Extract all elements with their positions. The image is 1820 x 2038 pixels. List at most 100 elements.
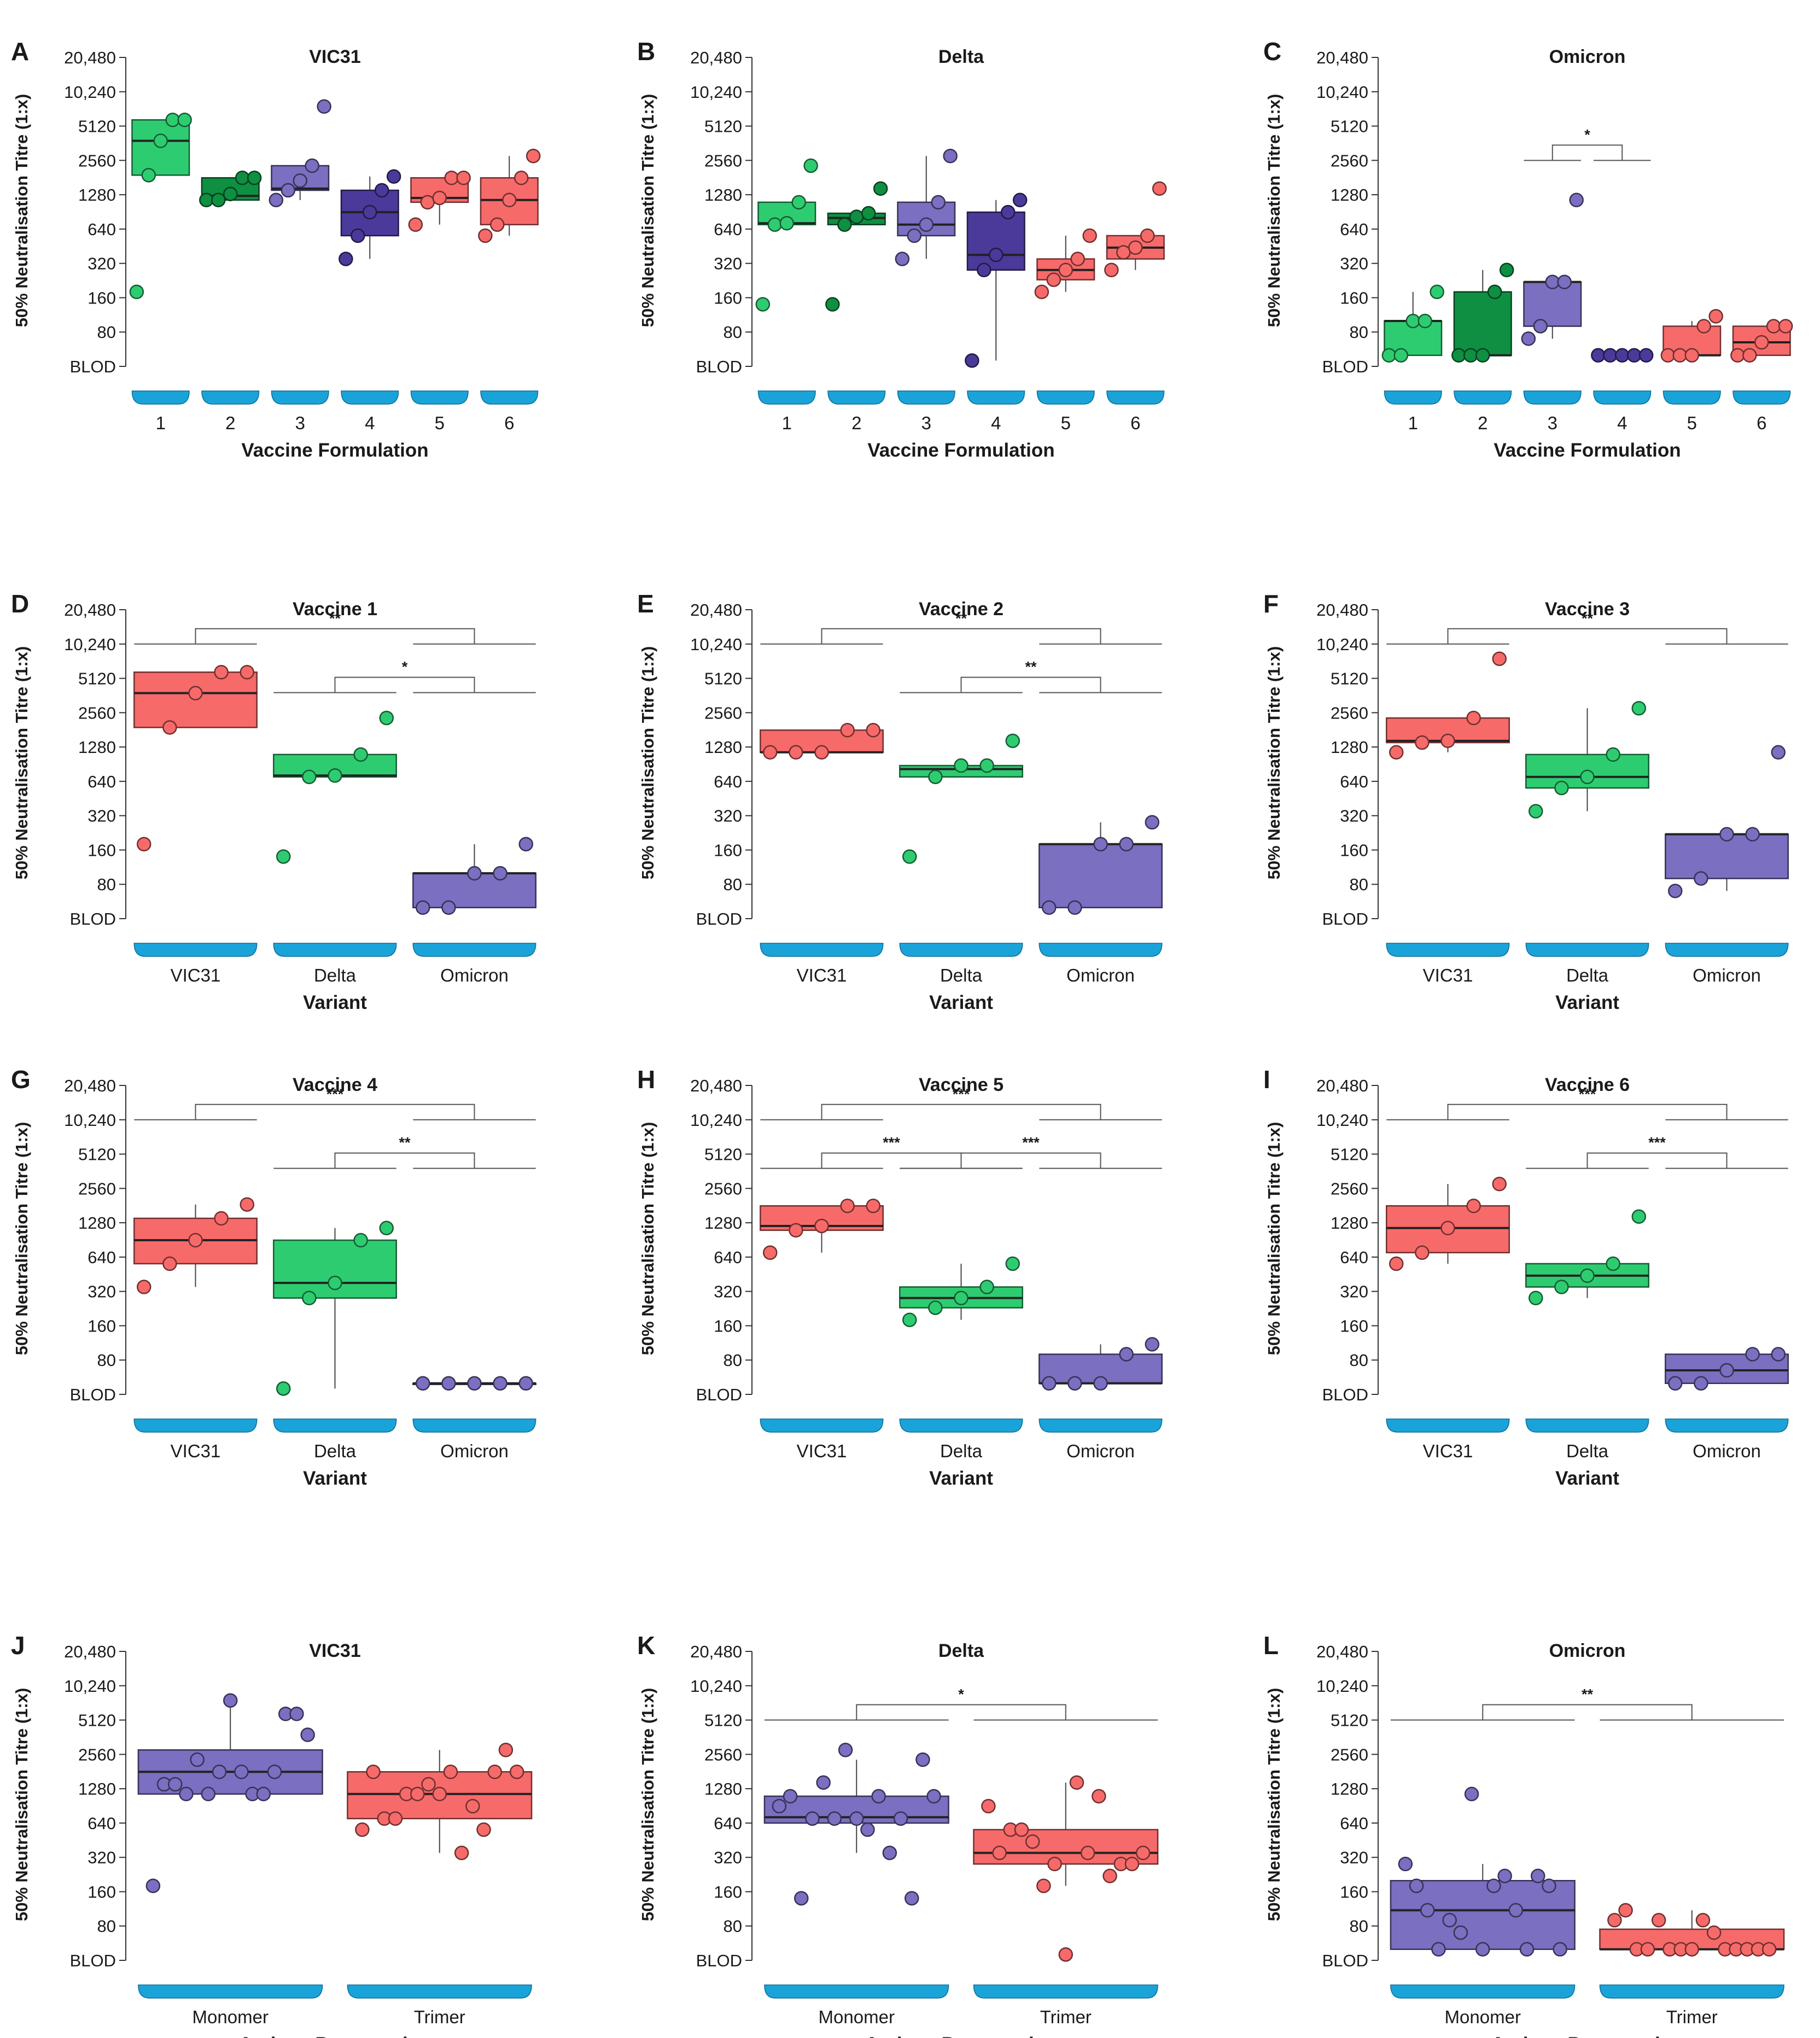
panel-letter: A <box>11 37 29 66</box>
panel-a: A VIC31 20,480 10,240 5120 2560 1280 640 320 160 8… <box>11 37 541 461</box>
y-tick-label: BLOD <box>696 1951 742 1970</box>
data-point <box>1554 780 1569 796</box>
data-point <box>1499 262 1514 278</box>
y-tick-label: 160 <box>88 288 116 307</box>
category-label: 3 <box>1548 413 1558 433</box>
y-tick-label: 640 <box>88 1814 116 1833</box>
y-tick-label: 2560 <box>704 703 742 722</box>
y-tick-label: 5120 <box>78 669 116 688</box>
data-point <box>860 1822 875 1837</box>
category-label: 3 <box>295 413 305 433</box>
data-point <box>791 195 806 210</box>
data-point <box>487 1764 502 1779</box>
y-tick-label: 20,480 <box>690 600 742 620</box>
y-tick-label: 160 <box>714 1316 742 1335</box>
category-label: Omicron <box>440 1441 509 1461</box>
category-label: 6 <box>1757 413 1766 433</box>
data-point <box>1080 1846 1095 1860</box>
bracket-top <box>821 628 1101 644</box>
data-point <box>866 722 880 738</box>
data-point <box>456 170 471 185</box>
data-point <box>162 1256 177 1271</box>
data-point <box>212 1764 227 1779</box>
category-bar <box>897 390 955 405</box>
box-group-5 <box>1034 228 1097 300</box>
data-point <box>1607 1913 1622 1928</box>
data-point <box>954 758 969 773</box>
category-label: Omicron <box>1066 1441 1135 1461</box>
category-label: 2 <box>225 413 235 433</box>
data-point <box>293 173 307 188</box>
y-tick-label: 80 <box>97 875 116 894</box>
data-point <box>1409 1878 1424 1894</box>
significance-bracket: ** <box>273 1135 536 1169</box>
y-axis-title: 50% Neutralisation Titre (1:x) <box>1264 1688 1284 1922</box>
panel-title: Vaccine 3 <box>1545 599 1630 620</box>
y-tick-label: 160 <box>1340 1882 1368 1901</box>
data-point <box>1719 1363 1734 1378</box>
data-point <box>379 1221 394 1236</box>
y-axis-title: 50% Neutralisation Titre (1:x) <box>12 646 31 880</box>
category-label: Delta <box>314 965 357 985</box>
box-group-3 <box>895 148 958 266</box>
bracket-top <box>334 676 475 693</box>
data-point <box>893 1811 908 1826</box>
category-bar <box>347 1984 532 1999</box>
category-label: 6 <box>504 413 514 433</box>
y-tick-label: 1280 <box>704 738 742 757</box>
category-bar <box>1665 943 1789 957</box>
significance-label: * <box>1584 126 1590 143</box>
significance-bracket: ** <box>1386 610 1788 645</box>
category-bar <box>412 1418 536 1433</box>
data-point <box>214 1211 229 1226</box>
data-point <box>490 217 505 232</box>
data-point <box>1431 1942 1446 1957</box>
category-bar <box>827 390 886 405</box>
x-axis-title: Antigen Presentation <box>239 2034 431 2038</box>
data-point <box>837 217 852 232</box>
box-group-omicron <box>1039 815 1163 915</box>
data-point <box>989 247 1004 262</box>
y-axis-title: 50% Neutralisation Titre (1:x) <box>638 94 657 328</box>
data-point <box>1440 733 1455 749</box>
data-point <box>1069 1775 1084 1790</box>
data-point <box>1398 1856 1413 1872</box>
box-group-1 <box>755 158 818 312</box>
y-tick-label: BLOD <box>1322 1951 1368 1970</box>
data-point <box>444 170 459 185</box>
category-bar <box>410 390 469 405</box>
category-label: Monomer <box>1445 2007 1521 2027</box>
data-point <box>441 1376 456 1391</box>
data-point <box>992 1846 1007 1860</box>
y-tick-label: 320 <box>1340 1848 1368 1867</box>
y-tick-label: 160 <box>714 288 742 307</box>
data-point <box>1463 348 1478 363</box>
y-axis-title: 50% Neutralisation Titre (1:x) <box>638 646 657 880</box>
y-tick-label: 5120 <box>1331 1711 1368 1730</box>
x-axis-title: Variant <box>303 1468 367 1489</box>
data-point <box>1042 1376 1057 1391</box>
data-point <box>1695 1913 1711 1928</box>
data-point <box>281 183 296 198</box>
data-point <box>1068 900 1082 915</box>
data-point <box>240 1197 254 1212</box>
category-label: 1 <box>1408 413 1418 433</box>
category-label: Omicron <box>440 965 509 985</box>
y-tick-label: BLOD <box>696 357 742 376</box>
y-tick-label: 5120 <box>78 117 116 136</box>
y-tick-label: 20,480 <box>64 1076 116 1095</box>
data-point <box>1742 348 1757 363</box>
panel-f: F Vaccine 3 20,480 10,240 5120 2560 1280 640 320… <box>1263 589 1789 1013</box>
box-group-1 <box>1381 284 1444 363</box>
panel-letter: B <box>637 37 655 66</box>
box-group-vic31 <box>760 722 884 760</box>
data-point <box>1058 262 1073 278</box>
x-axis-title: Vaccine Formulation <box>241 440 428 461</box>
category-bar <box>967 390 1025 405</box>
data-point <box>1660 348 1676 363</box>
panel-letter: J <box>11 1631 25 1660</box>
data-point <box>408 217 423 232</box>
category-bar <box>480 390 539 405</box>
data-point <box>1093 837 1108 852</box>
data-point <box>179 1786 194 1802</box>
